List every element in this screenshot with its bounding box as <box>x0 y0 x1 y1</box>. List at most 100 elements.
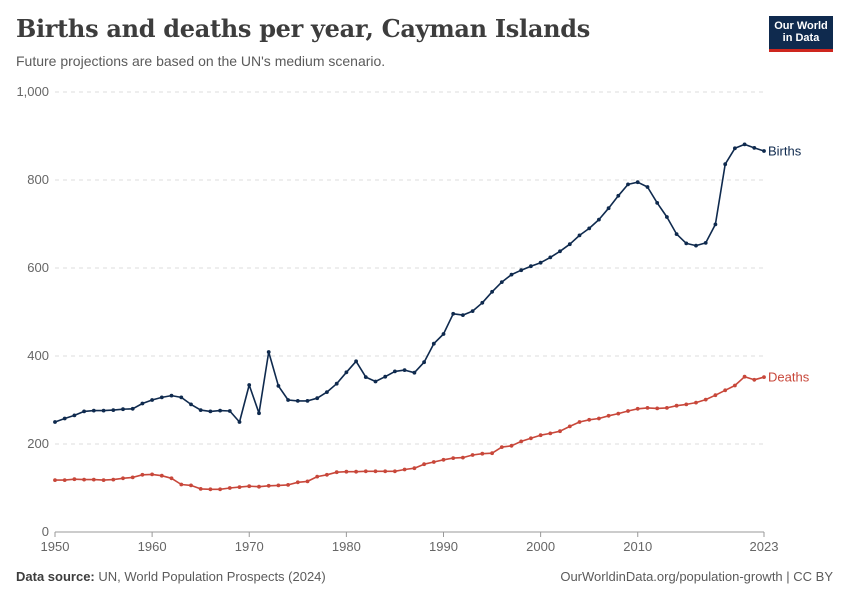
births-point <box>451 311 456 316</box>
deaths-point <box>189 483 193 488</box>
births-point <box>694 243 698 248</box>
y-tick-label: 800 <box>27 172 49 187</box>
deaths-point <box>451 456 456 460</box>
deaths-point <box>597 416 601 421</box>
deaths-point <box>53 478 57 482</box>
deaths-point <box>363 469 368 474</box>
deaths-point <box>257 484 261 489</box>
births-point <box>548 255 553 260</box>
deaths-point <box>558 429 562 434</box>
deaths-point <box>499 445 504 449</box>
births-point <box>247 383 252 387</box>
deaths-point <box>635 406 640 411</box>
births-line <box>54 143 765 423</box>
logo-line-2: in Data <box>782 32 820 44</box>
births-point <box>295 399 300 403</box>
deaths-point <box>305 479 310 484</box>
deaths-point <box>626 409 630 413</box>
series-deaths: Deaths <box>53 370 810 492</box>
deaths-point <box>723 388 728 393</box>
deaths-point <box>276 483 281 488</box>
deaths-point <box>373 469 378 474</box>
deaths-point <box>441 457 446 462</box>
births-point <box>189 402 193 407</box>
deaths-point <box>645 406 650 410</box>
deaths-point <box>674 403 679 408</box>
births-point <box>344 370 349 375</box>
births-point <box>441 332 446 336</box>
births-point <box>723 162 728 167</box>
births-point <box>519 268 524 273</box>
births-point <box>490 289 494 294</box>
x-tick-label: 1960 <box>138 539 167 554</box>
births-point <box>665 215 669 219</box>
births-point <box>286 398 290 402</box>
deaths-line <box>55 375 765 491</box>
source-link[interactable]: OurWorldinData.org/population-growth | C… <box>560 569 833 584</box>
deaths-point <box>159 473 164 478</box>
births-point <box>713 222 718 227</box>
data-source-label: Data source: <box>16 569 95 584</box>
deaths-point <box>655 406 660 411</box>
deaths-point <box>713 393 718 398</box>
births-point <box>121 407 125 412</box>
deaths-point <box>130 475 135 480</box>
births-point <box>655 201 660 205</box>
deaths-point <box>519 439 524 444</box>
deaths-point <box>393 469 397 474</box>
logo-line-1: Our World <box>774 20 828 32</box>
births-point <box>383 374 388 379</box>
deaths-point <box>325 472 329 477</box>
births-point <box>334 381 339 386</box>
deaths-point <box>742 374 747 379</box>
births-point <box>762 149 766 153</box>
deaths-point <box>616 411 621 416</box>
deaths-point <box>733 383 737 388</box>
deaths-point <box>266 483 271 488</box>
deaths-point <box>334 470 339 475</box>
deaths-point <box>150 472 155 477</box>
births-point <box>412 370 417 375</box>
x-tick-label: 1950 <box>41 539 70 554</box>
x-tick-label: 1980 <box>332 539 361 554</box>
series-group: Births Deaths <box>53 142 810 492</box>
deaths-point <box>587 417 592 422</box>
births-point <box>606 206 611 211</box>
deaths-point <box>762 375 766 379</box>
births-point <box>315 396 320 401</box>
data-source-text: UN, World Population Prospects (2024) <box>98 569 326 584</box>
owid-logo[interactable]: Our World in Data <box>769 16 833 52</box>
births-end-label: Births <box>768 143 802 158</box>
births-point <box>567 242 572 247</box>
births-point <box>509 272 514 277</box>
deaths-point <box>529 436 533 441</box>
births-point <box>276 384 281 388</box>
births-point <box>159 395 164 400</box>
births-point <box>431 341 436 346</box>
deaths-point <box>82 477 86 482</box>
births-point <box>150 398 155 402</box>
deaths-point <box>208 487 213 492</box>
births-point <box>684 241 689 246</box>
y-tick-label: 1,000 <box>16 84 49 99</box>
deaths-point <box>402 467 407 472</box>
births-point <box>72 413 77 418</box>
x-tick-label: 1970 <box>235 539 264 554</box>
line-chart: 0 200 400 600 800 1,000 1950 1960 1970 1980 1990 2… <box>16 84 810 554</box>
y-axis-ticks: 0 200 400 600 800 1,000 <box>16 84 49 539</box>
deaths-point <box>490 451 494 456</box>
births-point <box>305 399 310 403</box>
deaths-end-label: Deaths <box>768 370 810 385</box>
chart-title: Births and deaths per year, Cayman Islan… <box>16 14 590 43</box>
deaths-point <box>548 431 553 436</box>
deaths-point <box>383 469 388 474</box>
y-tick-label: 400 <box>27 348 49 363</box>
deaths-point <box>461 455 465 460</box>
deaths-point <box>218 487 223 492</box>
deaths-point <box>354 469 358 474</box>
births-point <box>645 185 650 189</box>
deaths-point <box>752 377 757 382</box>
deaths-point <box>198 487 203 491</box>
deaths-point <box>606 413 611 418</box>
series-births: Births <box>53 142 802 424</box>
